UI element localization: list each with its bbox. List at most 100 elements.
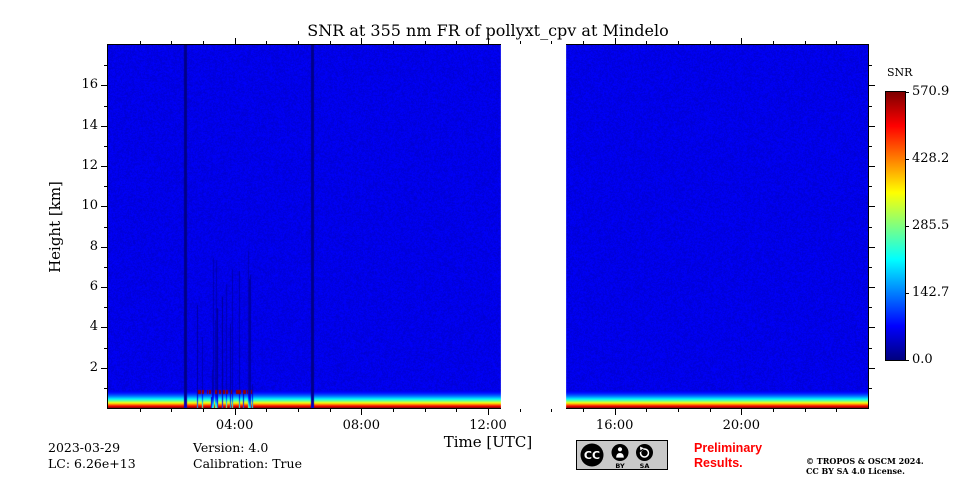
x-tick-mark	[646, 409, 647, 412]
y-tick-mark-right	[869, 267, 872, 268]
y-tick-mark	[104, 65, 107, 66]
y-tick-mark	[104, 227, 107, 228]
x-tick-mark	[203, 409, 204, 412]
chart-title: SNR at 355 nm FR of pollyxt_cpv at Minde…	[307, 21, 669, 40]
colorbar-tick-label: 428.2	[912, 151, 950, 166]
cc-logo-icon: CC	[580, 443, 604, 467]
y-tick-label: 10	[81, 198, 98, 214]
y-tick-mark-right	[869, 227, 872, 228]
x-tick-mark	[551, 409, 552, 412]
x-tick-mark-top	[805, 41, 806, 44]
x-tick-mark-top	[425, 41, 426, 44]
copyright-line1: © TROPOS & OSCM 2024.	[806, 456, 924, 466]
y-tick-label: 2	[89, 359, 98, 375]
copyright-notice: © TROPOS & OSCM 2024. CC BY SA 4.0 Licen…	[806, 456, 924, 476]
x-tick-mark	[741, 409, 742, 415]
x-tick-mark-top	[646, 41, 647, 44]
y-tick-mark-right	[869, 126, 875, 127]
colorbar-gradient-canvas	[886, 92, 905, 360]
x-tick-mark	[520, 409, 521, 412]
y-tick-mark	[101, 327, 107, 328]
x-tick-mark	[456, 409, 457, 412]
x-tick-mark	[235, 409, 236, 415]
colorbar-tick-label: 570.9	[912, 84, 950, 99]
x-tick-mark	[171, 409, 172, 412]
preliminary-line2: Results.	[694, 456, 743, 470]
y-tick-mark	[101, 166, 107, 167]
preliminary-line1: Preliminary	[694, 441, 763, 455]
x-tick-mark	[298, 409, 299, 412]
x-tick-mark	[583, 409, 584, 412]
x-tick-mark-top	[266, 41, 267, 44]
x-tick-mark	[140, 409, 141, 412]
y-tick-mark	[101, 287, 107, 288]
x-tick-mark	[836, 409, 837, 412]
x-tick-mark	[488, 409, 489, 415]
colorbar-tick-mark	[906, 226, 909, 227]
colorbar-tick-label: 0.0	[912, 352, 933, 367]
y-tick-mark-right	[869, 206, 875, 207]
cc-by-person-icon	[611, 444, 629, 461]
y-tick-label: 6	[89, 279, 98, 294]
y-tick-mark	[104, 388, 107, 389]
x-tick-mark	[773, 409, 774, 412]
x-tick-mark	[266, 409, 267, 412]
y-tick-mark-right	[869, 368, 875, 369]
colorbar-tick-mark	[906, 92, 909, 93]
preliminary-results-notice: Preliminary Results.	[694, 441, 804, 471]
x-tick-mark-top	[710, 41, 711, 44]
y-tick-label: 12	[81, 158, 98, 173]
data-gap-region	[501, 44, 566, 409]
y-tick-mark-right	[869, 186, 872, 187]
x-tick-mark-top	[140, 41, 141, 44]
y-tick-mark-right	[869, 106, 872, 107]
x-tick-mark-top	[203, 41, 204, 44]
cc-sa-arrow-icon	[636, 444, 653, 461]
x-tick-mark	[361, 409, 362, 415]
x-tick-mark-top	[678, 41, 679, 44]
calibration-text: Calibration: True	[193, 456, 302, 471]
y-tick-mark	[104, 267, 107, 268]
x-tick-label: 12:00	[469, 418, 507, 433]
y-tick-mark-right	[869, 348, 872, 349]
colorbar-tick-mark	[906, 293, 909, 294]
y-tick-mark-right	[869, 65, 872, 66]
colorbar-tick-label: 285.5	[912, 218, 950, 233]
x-tick-mark-top	[171, 41, 172, 44]
measurement-date: 2023-03-29	[48, 440, 121, 455]
y-tick-mark	[104, 348, 107, 349]
x-tick-mark-top	[773, 41, 774, 44]
y-tick-label: 8	[89, 238, 98, 254]
x-tick-mark	[678, 409, 679, 412]
lidar-constant: LC: 6.26e+13	[48, 456, 136, 471]
y-tick-mark-right	[869, 388, 872, 389]
y-tick-mark-right	[869, 85, 875, 86]
y-tick-mark	[101, 206, 107, 207]
x-tick-mark	[393, 409, 394, 412]
y-tick-mark-right	[869, 247, 875, 248]
y-tick-mark	[104, 307, 107, 308]
y-tick-mark-right	[869, 166, 875, 167]
y-tick-mark-right	[869, 307, 872, 308]
x-tick-mark-top	[583, 41, 584, 44]
x-axis-label: Time [UTC]	[443, 433, 533, 451]
version-text: Version: 4.0	[193, 440, 269, 455]
y-tick-mark-right	[869, 146, 872, 147]
x-tick-label: 08:00	[342, 418, 381, 433]
y-tick-mark	[104, 146, 107, 147]
x-tick-mark-top	[393, 41, 394, 44]
badge-by-text: BY	[615, 462, 625, 470]
y-tick-mark	[101, 85, 107, 86]
x-tick-mark	[805, 409, 806, 412]
colorbar-tick-mark	[906, 159, 909, 160]
badge-sa-text: SA	[640, 462, 650, 470]
x-tick-mark	[330, 409, 331, 412]
y-tick-mark	[101, 247, 107, 248]
badge-cc-text: CC	[584, 449, 600, 462]
y-tick-mark-right	[869, 327, 875, 328]
colorbar-tick-mark	[906, 360, 909, 361]
x-tick-mark-top	[298, 41, 299, 44]
y-tick-mark	[104, 106, 107, 107]
copyright-line2: CC BY SA 4.0 License.	[806, 466, 905, 476]
